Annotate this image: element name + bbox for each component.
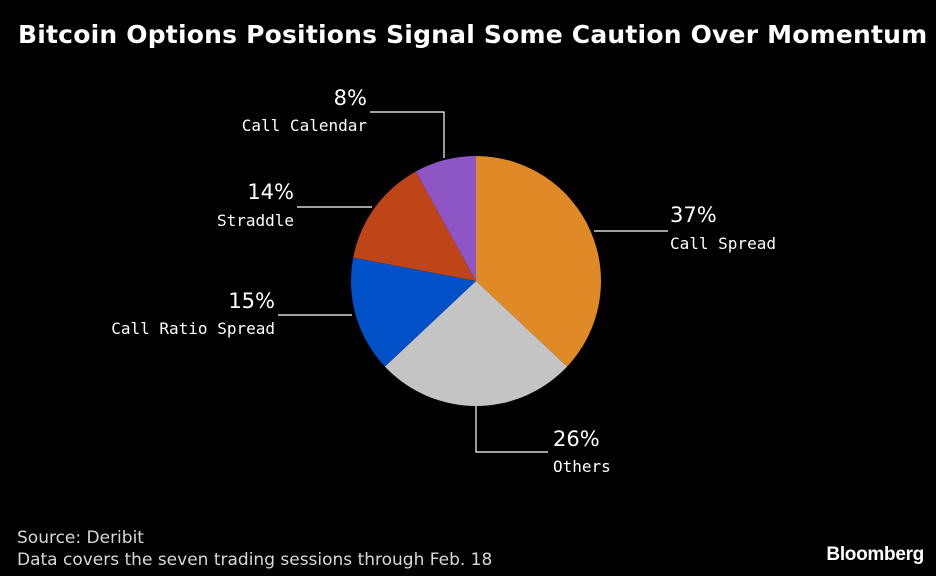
leader-line-call-calendar [370, 111, 445, 158]
pie-slices [350, 156, 602, 407]
data-note: Data covers the seven trading sessions t… [17, 550, 493, 570]
slice-call-calendar [415, 156, 476, 281]
category-label-call-calendar: Call Calendar [242, 116, 368, 135]
chart-title: Bitcoin Options Positions Signal Some Ca… [18, 20, 928, 49]
slice-straddle [353, 171, 476, 281]
category-label-call-spread: Call Spread [670, 234, 776, 253]
slice-others [384, 281, 568, 407]
percent-label-call-calendar: 8% [334, 86, 367, 110]
leader-line-others [475, 406, 548, 453]
slice-call-spread [476, 156, 602, 367]
percent-label-call-spread: 37% [670, 203, 717, 227]
source-note: Source: Deribit [17, 528, 144, 548]
bloomberg-logo: Bloomberg [826, 544, 924, 565]
category-label-others: Others [553, 457, 611, 476]
percent-label-others: 26% [553, 427, 600, 451]
slice-call-ratio-spread [350, 257, 476, 367]
category-label-call-ratio-spread: Call Ratio Spread [111, 319, 275, 338]
slice-labels: 37% Call Spread 26% Others 15% Call Ratio Spr… [111, 86, 776, 476]
percent-label-call-ratio-spread: 15% [228, 289, 275, 313]
category-label-straddle: Straddle [217, 211, 294, 230]
percent-label-straddle: 14% [247, 180, 294, 204]
